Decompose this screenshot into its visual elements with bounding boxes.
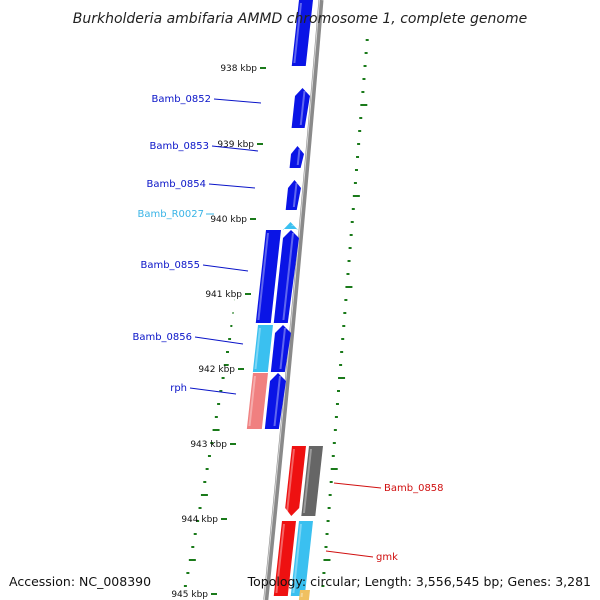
gene-label-text: Bamb_0858 (384, 483, 444, 494)
gene-label-bamb-0852: Bamb_0852 (151, 94, 262, 105)
gene-label-gmk: gmk (325, 550, 398, 563)
backbone-highlight (263, 0, 320, 600)
gene-block-bamb-0855-inner (255, 230, 281, 323)
gene-block-rph-outer (264, 373, 286, 429)
gene-block-bamb-0856-outer (270, 325, 291, 372)
scale-tick-labels: 938 kbp 939 kbp 940 kbp 941 kbp 942 kbp 943 k… (171, 64, 266, 600)
gene-label-bamb-r0027: Bamb_R0027 (138, 209, 214, 220)
scale-tick-label: 942 kbp (198, 365, 235, 375)
gene-block-bamb-0858-gray (301, 446, 323, 516)
scale-tick-label: 941 kbp (205, 290, 242, 300)
backbone-line (263, 0, 324, 600)
gene-block-bamb-0855-outer (273, 230, 299, 323)
gene-label-text: gmk (376, 552, 398, 563)
gene-block-top (291, 0, 313, 66)
gene-features (246, 0, 323, 600)
map-title: Burkholderia ambifaria AMMD chromosome 1… (73, 11, 527, 27)
gene-label-text: Bamb_0852 (151, 94, 211, 105)
gene-label-text: Bamb_R0027 (138, 209, 204, 220)
gene-block-gmk (273, 521, 296, 596)
gene-block-bamb-0853 (289, 146, 304, 168)
accession-text: Accession: NC_008390 (9, 574, 151, 589)
gc-skew-ticks-outer (321, 39, 369, 587)
gene-label-text: rph (170, 383, 187, 394)
gene-block-bamb-0854 (285, 180, 301, 210)
gene-block-bamb-r0027 (283, 222, 298, 230)
topology-text: Topology: circular; Length: 3,556,545 bp… (247, 574, 591, 589)
gene-label-bamb-0856: Bamb_0856 (132, 332, 244, 345)
gene-label-text: Bamb_0855 (140, 260, 200, 271)
scale-tick-label: 938 kbp (220, 64, 257, 74)
scale-tick-label: 944 kbp (181, 515, 218, 525)
gene-label-text: Bamb_0854 (146, 179, 206, 190)
gene-block-bamb-0858 (285, 446, 306, 516)
gene-block-bamb-0856-inner (252, 325, 273, 372)
gene-block-bottom (298, 590, 310, 600)
scale-tick-label: 945 kbp (171, 590, 208, 600)
scale-tick-label: 939 kbp (217, 140, 254, 150)
gene-block-gmk-cyan (290, 521, 313, 596)
gene-label-bamb-0855: Bamb_0855 (140, 260, 249, 272)
gene-label-bamb-0853: Bamb_0853 (149, 141, 259, 152)
gene-label-text: Bamb_0856 (132, 332, 192, 343)
gene-block-bamb-0852 (291, 88, 310, 128)
gene-label-rph: rph (170, 383, 237, 395)
gene-label-bamb-0858: Bamb_0858 (333, 482, 444, 494)
gene-labels: Bamb_0852 Bamb_0853 Bamb_0854 Bamb_R0027 Bam… (132, 94, 443, 563)
gene-block-rph-inner (246, 373, 268, 429)
gene-label-text: Bamb_0853 (149, 141, 209, 152)
scale-tick-label: 943 kbp (190, 440, 227, 450)
scale-tick-label: 940 kbp (210, 215, 247, 225)
gene-label-bamb-0854: Bamb_0854 (146, 179, 256, 190)
